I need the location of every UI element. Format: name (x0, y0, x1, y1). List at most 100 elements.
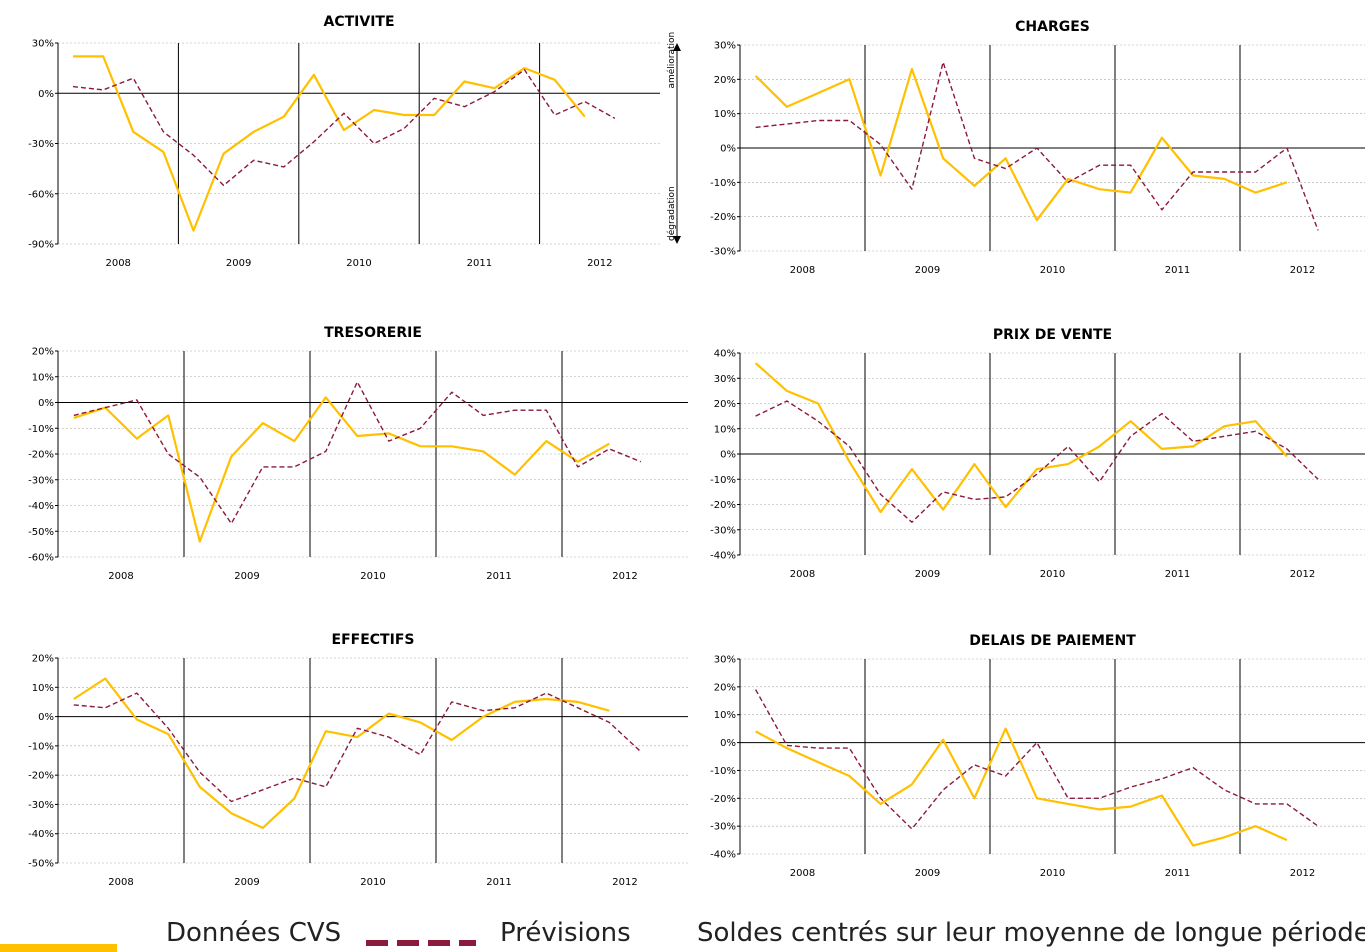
arrow-label-up: amélioration (666, 32, 677, 89)
y-tick-label: 0% (720, 144, 736, 155)
y-tick-label: 0% (38, 89, 54, 100)
y-tick-label: 30% (714, 41, 736, 52)
y-tick-label: -30% (28, 475, 54, 486)
series-line-donnees-cvs (754, 362, 1288, 514)
chart-title: CHARGES (1015, 19, 1090, 35)
y-tick-label: -40% (710, 551, 736, 562)
chart-tresorerie: TRESORERIE 20% 10% 0% -10% -20% -30% -40% -50% -6… (28, 325, 688, 582)
y-tick-label: 0% (720, 738, 736, 749)
x-tick-label: 2008 (790, 569, 815, 580)
x-tick-label: 2009 (234, 877, 259, 888)
x-tick-label: 2008 (108, 877, 133, 888)
y-tick-label: 10% (714, 424, 736, 435)
x-tick-label: 2012 (1290, 868, 1315, 879)
chart-title: ACTIVITE (323, 14, 394, 30)
y-tick-label: -60% (28, 189, 54, 200)
legend-forecast-label: Prévisions (500, 918, 631, 948)
y-tick-label: 20% (32, 654, 54, 665)
y-tick-label: -10% (710, 766, 736, 777)
y-tick-label: -30% (710, 525, 736, 536)
x-tick-label: 2010 (1040, 569, 1065, 580)
x-tick-label: 2008 (790, 868, 815, 879)
arrow-label-down: dégradation (666, 186, 677, 241)
chart-title: PRIX DE VENTE (993, 327, 1112, 343)
x-tick-label: 2010 (360, 571, 385, 582)
y-tick-label: 20% (32, 347, 54, 358)
y-tick-label: -40% (710, 850, 736, 861)
y-tick-label: -30% (28, 800, 54, 811)
x-tick-label: 2012 (612, 877, 637, 888)
y-tick-label: 20% (714, 682, 736, 693)
x-tick-label: 2011 (1165, 868, 1190, 879)
y-tick-label: -60% (28, 553, 54, 564)
y-tick-label: 20% (714, 75, 736, 86)
chart-prix-de-vente: PRIX DE VENTE 40% 30% 20% 10% 0% -10% -20% -30% -… (710, 327, 1365, 580)
series-line-previsions (73, 381, 642, 525)
series-line-previsions (73, 692, 642, 803)
x-tick-label: 2012 (612, 571, 637, 582)
series-line-previsions (754, 689, 1319, 830)
chart-charges: CHARGES 30% 20% 10% 0% -10% -20% -30% 2008 2009 20… (710, 19, 1365, 276)
x-tick-label: 2010 (346, 258, 371, 269)
y-tick-label: -10% (710, 178, 736, 189)
y-tick-label: 30% (714, 655, 736, 666)
y-tick-label: 20% (714, 399, 736, 410)
x-tick-label: 2011 (467, 258, 492, 269)
chart-activite: ACTIVITE 30% 0% -30% -60% -90% 2008 2009 2010 201… (28, 14, 681, 269)
y-tick-label: 30% (714, 374, 736, 385)
legend-note: Soldes centrés sur leur moyenne de longu… (697, 918, 1365, 948)
legend-actual-swatch (0, 944, 117, 952)
y-tick-label: 30% (32, 39, 54, 50)
x-tick-label: 2010 (1040, 265, 1065, 276)
x-tick-label: 2008 (105, 258, 130, 269)
y-tick-label: 0% (38, 398, 54, 409)
series-line-donnees-cvs (755, 727, 1288, 847)
series-line-donnees-cvs (73, 396, 610, 543)
series-line-previsions (72, 69, 616, 187)
series-line-donnees-cvs (73, 55, 586, 232)
y-tick-label: -40% (28, 829, 54, 840)
chart-title: TRESORERIE (324, 325, 422, 341)
x-tick-label: 2012 (1290, 265, 1315, 276)
series-line-previsions (755, 61, 1319, 231)
x-tick-label: 2012 (1290, 569, 1315, 580)
x-tick-label: 2011 (1165, 265, 1190, 276)
x-tick-label: 2009 (915, 868, 940, 879)
y-tick-label: -20% (710, 212, 736, 223)
y-tick-label: -30% (710, 247, 736, 258)
y-tick-label: -20% (710, 500, 736, 511)
series-line-donnees-cvs (73, 677, 610, 829)
y-tick-label: -10% (28, 424, 54, 435)
y-tick-label: -90% (28, 240, 54, 251)
x-tick-label: 2008 (108, 571, 133, 582)
chart-title: EFFECTIFS (332, 632, 415, 648)
chart-title: DELAIS DE PAIEMENT (969, 633, 1136, 649)
y-tick-label: 10% (714, 109, 736, 120)
series-line-donnees-cvs (754, 67, 1288, 222)
y-tick-label: -20% (710, 794, 736, 805)
x-tick-label: 2010 (1040, 868, 1065, 879)
y-tick-label: -50% (28, 859, 54, 870)
y-tick-label: 0% (38, 712, 54, 723)
x-tick-label: 2012 (587, 258, 612, 269)
y-tick-label: 0% (720, 450, 736, 461)
x-tick-label: 2009 (234, 571, 259, 582)
y-tick-label: -30% (28, 139, 54, 150)
y-tick-label: -10% (710, 475, 736, 486)
x-tick-label: 2011 (1165, 569, 1190, 580)
arrow-up-head (673, 43, 681, 51)
arrow-down-head (673, 236, 681, 244)
series-line-previsions (755, 400, 1319, 523)
y-tick-label: -30% (710, 822, 736, 833)
chart-delais-de-paiement: DELAIS DE PAIEMENT 30% 20% 10% 0% -10% -20% -30… (710, 633, 1365, 879)
x-tick-label: 2009 (915, 569, 940, 580)
y-tick-label: 10% (32, 372, 54, 383)
y-tick-label: 40% (714, 349, 736, 360)
x-tick-label: 2009 (915, 265, 940, 276)
y-tick-label: -20% (28, 450, 54, 461)
y-tick-label: -50% (28, 527, 54, 538)
y-tick-label: 10% (714, 710, 736, 721)
legend-forecast-swatch (366, 940, 476, 946)
x-tick-label: 2011 (486, 571, 511, 582)
